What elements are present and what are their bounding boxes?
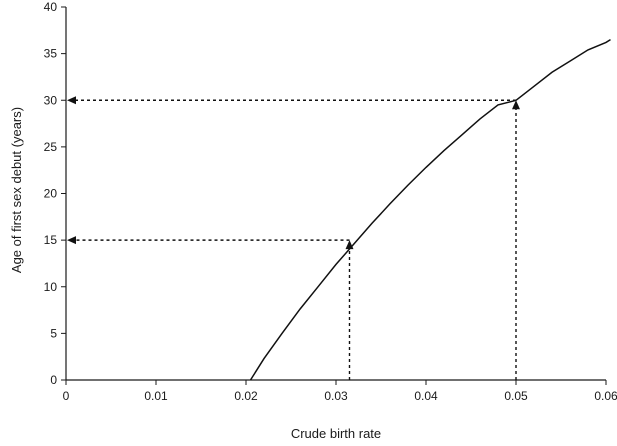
y-tick-label: 5 (50, 326, 57, 340)
x-tick-label: 0.01 (144, 389, 168, 403)
series-group (249, 38, 611, 381)
y-tick-label: 20 (44, 187, 58, 201)
x-tick-label: 0.06 (594, 389, 617, 403)
x-axis-label: Crude birth rate (291, 426, 381, 441)
axes (65, 7, 606, 381)
y-tick-label: 0 (50, 373, 57, 387)
y-tick-label: 15 (44, 233, 58, 247)
x-tick-label: 0.04 (414, 389, 438, 403)
arrowhead-up (345, 240, 354, 250)
y-tick-label: 40 (44, 0, 58, 14)
x-tick-label: 0.02 (234, 389, 258, 403)
x-tick-label: 0 (63, 389, 70, 403)
y-tick-label: 35 (44, 47, 58, 61)
arrowhead-left (67, 96, 76, 105)
y-tick-label: 25 (44, 140, 58, 154)
arrowhead-left (67, 236, 76, 245)
tick-group: 0 0.01 0.02 0.03 0.04 0.05 0.06 0 5 10 15 20 25 30 35 4… (44, 0, 617, 403)
y-axis-label: Age of first sex debut (years) (9, 107, 24, 273)
annotation-group (67, 96, 520, 380)
arrowhead-up (512, 100, 520, 110)
y-tick-label: 10 (44, 280, 58, 294)
y-tick-label: 30 (44, 93, 58, 107)
x-tick-label: 0.03 (324, 389, 348, 403)
x-tick-label: 0.05 (504, 389, 528, 403)
series-line (249, 38, 611, 381)
